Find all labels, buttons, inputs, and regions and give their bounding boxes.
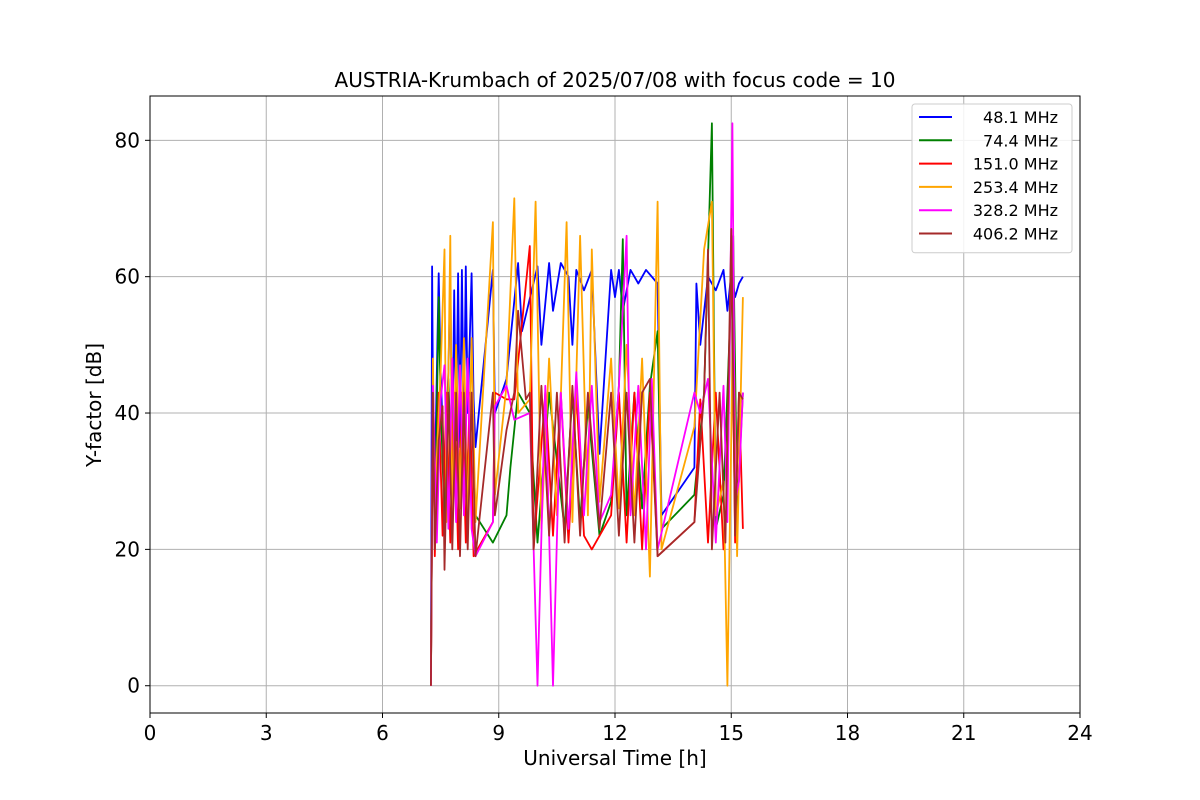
x-axis: 0 3 6 9 12 15 18 21 24 (144, 713, 1093, 745)
plot-area (430, 122, 744, 687)
legend: 48.1 MHz 74.4 MHz 151.0 MHz 253.4 MHz 328.2 … (911, 103, 1073, 254)
x-tick-label: 6 (376, 721, 389, 745)
x-tick-label: 3 (260, 721, 273, 745)
y-tick-label: 80 (115, 128, 140, 152)
y-axis: 0 20 40 60 80 (115, 128, 150, 698)
x-tick-label: 21 (951, 721, 976, 745)
x-tick-label: 24 (1067, 721, 1092, 745)
legend-label: 48.1 MHz (983, 108, 1058, 127)
y-axis-title: Y-factor [dB] (82, 343, 106, 468)
legend-label: 74.4 MHz (983, 131, 1058, 150)
x-tick-label: 12 (602, 721, 627, 745)
series-line-6 (430, 228, 744, 686)
x-axis-title: Universal Time [h] (523, 746, 706, 770)
x-tick-label: 9 (492, 721, 505, 745)
y-tick-label: 40 (115, 401, 140, 425)
legend-label: 151.0 MHz (973, 155, 1058, 174)
legend-label: 406.2 MHz (973, 225, 1058, 244)
x-tick-label: 18 (835, 721, 860, 745)
legend-label: 328.2 MHz (973, 201, 1058, 220)
y-tick-label: 0 (127, 674, 140, 698)
legend-label: 253.4 MHz (973, 178, 1058, 197)
y-tick-label: 20 (115, 537, 140, 561)
x-tick-label: 0 (144, 721, 157, 745)
chart-title: AUSTRIA-Krumbach of 2025/07/08 with focu… (335, 68, 896, 92)
x-tick-label: 15 (719, 721, 744, 745)
y-tick-label: 60 (115, 265, 140, 289)
